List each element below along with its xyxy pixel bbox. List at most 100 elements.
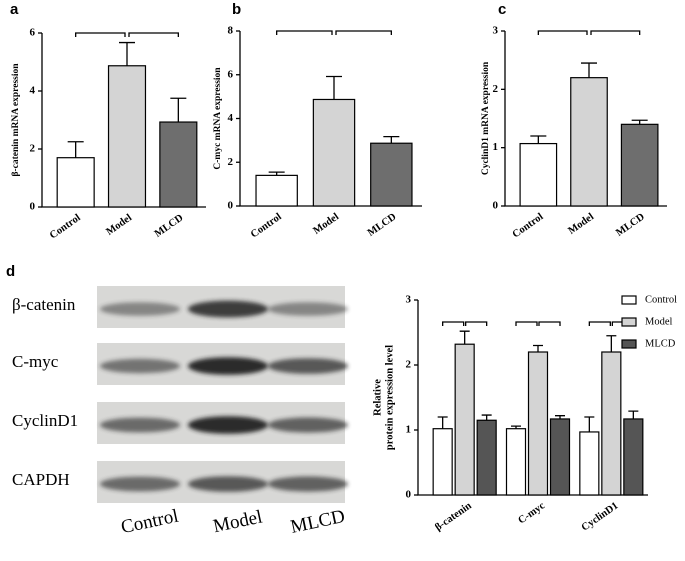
significance-bracket [465, 321, 488, 326]
bar [370, 142, 413, 207]
blot-band [268, 476, 348, 492]
bar [107, 65, 147, 208]
significance-bracket [276, 30, 333, 35]
y-axis-label: β-catenin mRNA expression [11, 63, 21, 177]
bar [623, 418, 644, 496]
bar [620, 123, 659, 207]
error-bar [119, 41, 135, 66]
blot-band [188, 300, 268, 318]
error-bar [481, 414, 492, 421]
x-tick-label: Control [249, 211, 284, 240]
bar [255, 174, 298, 207]
bar [476, 419, 497, 496]
blot-row-label: CyclinD1 [12, 411, 78, 430]
panel-label: d [6, 263, 15, 280]
legend-label: MLCD [645, 338, 676, 349]
error-bar [584, 416, 595, 432]
significance-bracket [588, 321, 611, 326]
y-tick-label: 6 [228, 68, 234, 80]
blot-column-label: Control [119, 506, 180, 539]
x-tick-label: Model [104, 212, 134, 237]
bar [56, 157, 95, 208]
significance-bracket [537, 30, 588, 35]
bar [505, 428, 527, 496]
significance-bracket [75, 32, 126, 37]
y-tick-label: 6 [30, 27, 36, 39]
significance-bracket [590, 30, 641, 35]
bar [519, 142, 558, 207]
y-tick-label: 2 [406, 359, 412, 371]
y-tick-label: 0 [228, 200, 234, 212]
blot-band [100, 358, 180, 374]
y-tick-label: 2 [493, 83, 499, 95]
legend-label: Model [645, 316, 672, 327]
error-bar [437, 416, 448, 429]
error-bar [326, 75, 342, 100]
y-axis-label: protein expression level [384, 345, 395, 450]
bar [454, 343, 475, 496]
bar [312, 98, 356, 207]
y-tick-label: 2 [30, 143, 36, 155]
blot-band [268, 417, 348, 433]
y-tick-label: 2 [228, 156, 234, 168]
legend-swatch [621, 339, 637, 349]
error-bar [383, 136, 400, 144]
y-axis-label: Relative [372, 379, 383, 416]
blot-row-label: β-catenin [12, 295, 76, 314]
blot-band [268, 358, 348, 374]
error-bar [459, 330, 470, 345]
y-tick-label: 1 [406, 424, 412, 436]
y-tick-label: 4 [228, 112, 234, 124]
legend-swatch [621, 317, 637, 327]
panel-label: a [10, 1, 19, 18]
x-tick-label: β-catenin [433, 500, 474, 533]
y-tick-label: 8 [228, 25, 234, 37]
x-tick-label: C-myc [516, 500, 547, 526]
y-axis-label: CyclinD1 mRNA expression [481, 61, 491, 175]
blot-band [100, 417, 180, 433]
bar [527, 351, 549, 496]
bar [579, 431, 600, 496]
error-bar [530, 135, 547, 144]
x-tick-label: CyclinD1 [580, 500, 621, 533]
error-bar [606, 335, 617, 352]
blot-column-label: MLCD [289, 506, 347, 538]
error-bar [631, 119, 648, 125]
blot-band [188, 476, 268, 492]
y-axis-label: C-myc mRNA expression [213, 67, 223, 170]
error-bar [628, 410, 639, 419]
blot-row-label: C-myc [12, 352, 59, 371]
y-tick-label: 0 [406, 489, 412, 501]
bar [432, 428, 453, 496]
y-tick-label: 0 [493, 200, 499, 212]
significance-bracket [538, 321, 561, 326]
blot-band [100, 476, 180, 492]
significance-bracket [442, 321, 465, 326]
panel-label: c [498, 1, 506, 18]
error-bar [533, 344, 543, 352]
significance-bracket [335, 30, 392, 35]
x-tick-label: MLCD [153, 212, 186, 240]
blot-band [188, 416, 268, 434]
bar [601, 351, 622, 496]
bar [549, 418, 571, 496]
y-tick-label: 3 [493, 25, 499, 37]
blot-row-label: CAPDH [12, 470, 70, 489]
significance-bracket [515, 321, 538, 326]
bar [570, 77, 608, 207]
y-tick-label: 0 [30, 201, 36, 213]
blot-band [188, 357, 268, 375]
x-tick-label: Model [311, 211, 341, 236]
x-tick-label: MLCD [614, 211, 647, 239]
significance-bracket [128, 32, 179, 37]
bar [159, 121, 198, 208]
blot-band [268, 302, 348, 316]
blot-column-label: Model [211, 506, 264, 537]
x-tick-label: Control [48, 212, 83, 241]
blot-band [100, 302, 180, 316]
error-bar [581, 62, 597, 78]
y-tick-label: 3 [406, 294, 412, 306]
x-tick-label: MLCD [366, 211, 399, 239]
error-bar [170, 97, 187, 123]
